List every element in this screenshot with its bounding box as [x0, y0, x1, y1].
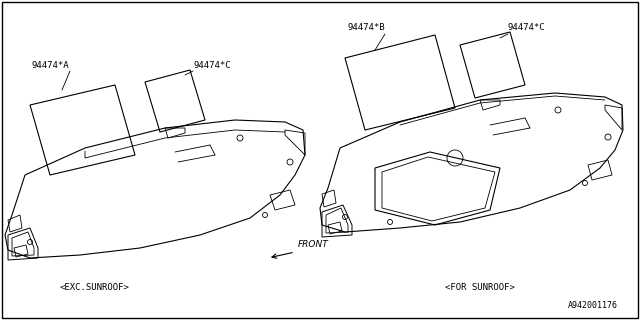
Text: FRONT: FRONT: [298, 240, 329, 249]
Text: <FOR SUNROOF>: <FOR SUNROOF>: [445, 283, 515, 292]
Text: 94474*C: 94474*C: [508, 23, 546, 33]
Text: 94474*C: 94474*C: [193, 60, 230, 69]
Text: <EXC.SUNROOF>: <EXC.SUNROOF>: [60, 283, 130, 292]
Text: A942001176: A942001176: [568, 301, 618, 310]
Text: 94474*B: 94474*B: [348, 23, 386, 33]
Text: 94474*A: 94474*A: [32, 60, 70, 69]
